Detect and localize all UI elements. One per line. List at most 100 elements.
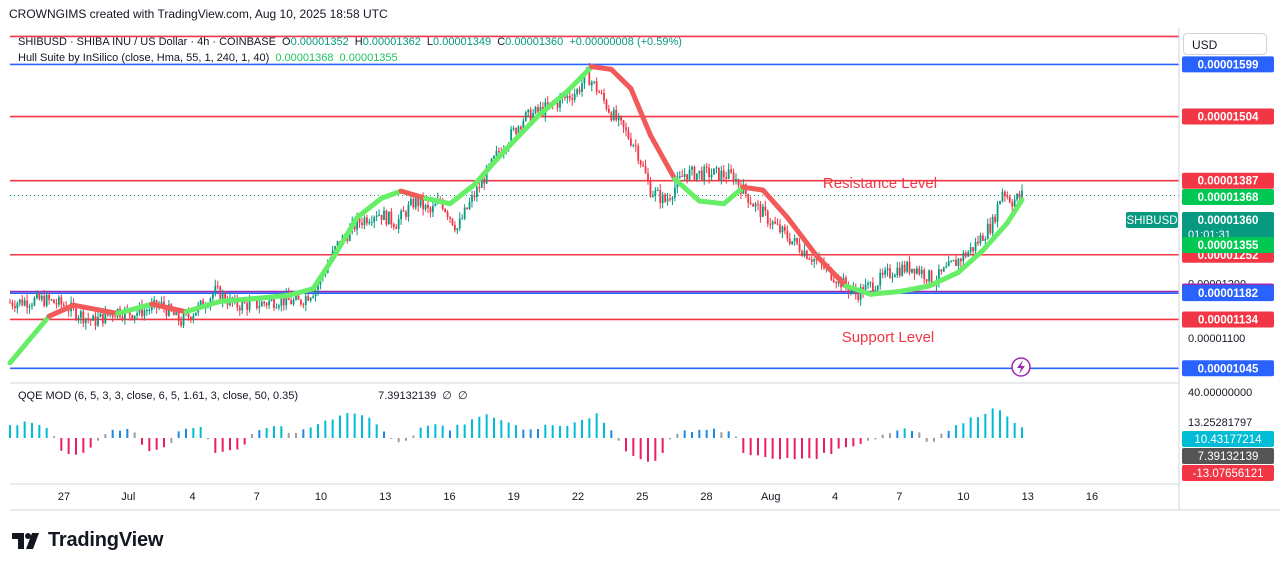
candle-body — [857, 294, 860, 300]
hull-suite-segment — [115, 301, 155, 316]
qqe-bar — [441, 425, 444, 438]
candle-body — [617, 116, 620, 121]
qqe-bar — [999, 410, 1001, 438]
candle-body — [87, 318, 90, 320]
candle-body — [175, 310, 178, 316]
candle-body — [495, 150, 498, 156]
candle-body — [610, 112, 613, 121]
candle-body — [456, 228, 459, 231]
candle-body — [478, 187, 481, 189]
candle-body — [392, 224, 395, 228]
qqe-bar — [566, 425, 569, 438]
currency-button[interactable]: USD — [1183, 33, 1267, 55]
candle-body — [835, 282, 838, 284]
qqe-bar — [199, 426, 202, 438]
qqe-bar — [478, 416, 481, 438]
candle-body — [312, 296, 315, 298]
price-level-label: 0.00001387 — [1198, 176, 1259, 188]
qqe-bar — [720, 432, 723, 438]
candle-body — [97, 317, 99, 326]
candle-body — [466, 207, 469, 209]
candle-body — [991, 216, 994, 233]
candle-body — [546, 102, 549, 105]
candle-body — [150, 303, 153, 310]
candle-body — [688, 169, 691, 180]
qqe-bar — [449, 430, 451, 438]
hull-suite-segment — [814, 253, 849, 289]
candle-body — [268, 300, 271, 306]
candle-body — [945, 266, 948, 268]
symbol-line[interactable]: SHIBUSD · SHIBA INU / US Dollar · 4h · C… — [18, 36, 276, 48]
candle-body — [974, 241, 977, 252]
candle-body — [192, 315, 195, 320]
candle-body — [774, 221, 777, 224]
qqe-bar — [38, 424, 41, 438]
candle-body — [889, 268, 891, 278]
lightning-icon[interactable] — [1011, 357, 1031, 377]
candle-body — [947, 261, 950, 267]
candle-body — [962, 252, 965, 262]
candle-body — [629, 138, 632, 146]
candle-body — [942, 267, 945, 272]
qqe-bar — [60, 438, 63, 451]
candle-body — [832, 279, 835, 283]
candle-body — [693, 166, 696, 180]
qqe-bar — [471, 419, 473, 438]
open-label: O — [282, 36, 291, 48]
candle-body — [529, 109, 532, 122]
current-price-badge — [1182, 189, 1274, 205]
candle-body — [810, 259, 813, 262]
candle-body — [632, 145, 635, 147]
hull-suite-segment — [423, 195, 453, 207]
qqe-label[interactable]: QQE MOD (6, 5, 3, 3, close, 6, 5, 1.61, … — [18, 390, 299, 402]
candle-body — [444, 209, 447, 212]
candle-body — [764, 206, 767, 211]
candle-body — [385, 210, 388, 225]
candle-body — [9, 302, 11, 304]
hull-suite-segment — [926, 269, 961, 289]
candle-body — [336, 241, 339, 247]
candle-body — [33, 298, 36, 306]
candle-body — [101, 313, 104, 324]
candle-body — [60, 297, 63, 305]
hull-suite-segment — [535, 88, 570, 119]
candle-body — [884, 270, 887, 275]
candle-body — [649, 180, 652, 197]
qqe-bar — [654, 438, 657, 461]
candle-body — [625, 127, 627, 131]
qqe-bar — [368, 417, 371, 438]
qqe-bar — [639, 438, 642, 460]
qqe-bar — [412, 435, 415, 438]
candle-body — [458, 218, 461, 229]
qqe-bar — [353, 413, 356, 438]
candle-body — [295, 295, 297, 300]
qqe-bar — [507, 422, 510, 438]
candle-body — [241, 301, 244, 311]
candle-body — [710, 174, 713, 178]
tradingview-logo[interactable]: TradingView — [12, 529, 163, 552]
qqe-header: QQE MOD (6, 5, 3, 3, close, 6, 5, 1.61, … — [18, 389, 471, 402]
candle-body — [605, 100, 608, 109]
candle-body — [422, 197, 425, 210]
qqe-bar — [859, 438, 862, 444]
indicator-name[interactable]: Hull Suite by InSilico (close, Hma, 55, … — [18, 52, 270, 64]
candle-body — [224, 293, 227, 302]
candle-body — [647, 173, 649, 181]
candle-body — [923, 269, 926, 280]
candle-body — [539, 106, 542, 112]
candle-body — [136, 312, 139, 316]
hull-suite-segment — [980, 220, 1010, 253]
hull-suite-segment — [310, 256, 336, 292]
qqe-bar — [339, 415, 341, 438]
candle-body — [559, 97, 561, 108]
qqe-bar — [991, 408, 994, 438]
candle-body — [424, 204, 427, 210]
candle-body — [959, 258, 962, 262]
qqe-bar — [258, 430, 261, 438]
candle-body — [55, 303, 58, 305]
qqe-bar — [515, 425, 517, 438]
qqe-value-label: 10.43177214 — [1194, 434, 1262, 446]
candle-body — [1011, 202, 1014, 207]
qqe-bar — [757, 438, 759, 456]
